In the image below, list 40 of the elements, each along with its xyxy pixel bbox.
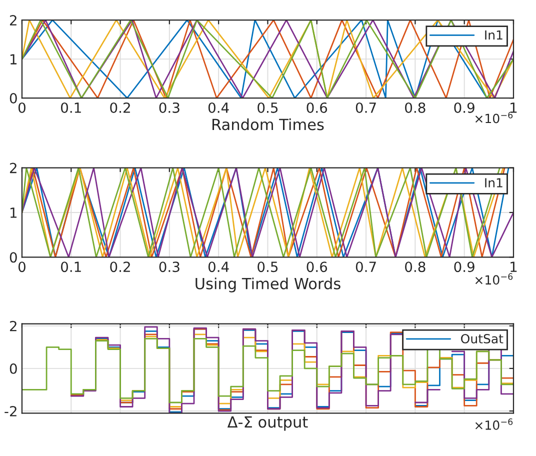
y-tick-label: -2: [4, 406, 16, 416]
legend-label: In1: [485, 178, 502, 188]
x-axis-title: Δ-Σ output: [227, 416, 308, 431]
x-tick-label: 0.3: [159, 102, 180, 113]
x-axis-title: Random Times: [212, 118, 324, 130]
x-tick-label: 0.3: [159, 262, 180, 272]
y-tick-label: 0: [10, 363, 17, 374]
x-tick-label: 0.9: [454, 262, 474, 272]
legend-label: In1: [485, 30, 502, 40]
x-tick-label: 0.5: [258, 262, 278, 272]
text: ×10$^{−6}$: [475, 273, 513, 285]
x-tick-label: 1: [510, 102, 517, 113]
y-tick-label: 0: [10, 93, 17, 104]
x-tick-label: 0.6: [306, 102, 328, 113]
y-tick-label: 1: [10, 54, 17, 64]
x-tick-label: 0.7: [356, 262, 376, 272]
y-tick-label: 0: [10, 252, 17, 263]
y-tick-label: 1: [10, 208, 17, 218]
x-tick-label: 0: [18, 102, 26, 113]
x-tick-label: 0.2: [110, 102, 130, 113]
x-tick-label: 0.8: [405, 102, 426, 113]
y-tick-label: 2: [10, 162, 16, 174]
x-tick-label: 0: [18, 262, 26, 272]
text: ×10$^{−6}$: [475, 112, 513, 124]
y-tick-label: 2: [10, 15, 16, 26]
x-tick-label: 0.6: [306, 262, 328, 272]
x-tick-label: 0.7: [356, 102, 376, 113]
text: ×10$^{−6}$: [475, 418, 513, 430]
x-axis-title: Using Timed Words: [196, 278, 340, 292]
x-tick-label: 0.4: [208, 102, 229, 113]
x-tick-label: 0.4: [208, 262, 229, 272]
legend-label: OutSat: [461, 334, 504, 344]
y-tick-label: 2: [10, 320, 16, 332]
x-tick-label: 1: [510, 262, 517, 272]
x-tick-label: 0.5: [258, 102, 278, 113]
x-tick-label: 0.1: [61, 102, 81, 113]
x-tick-label: 0.2: [110, 262, 130, 272]
x-tick-label: 0.9: [454, 102, 474, 113]
x-tick-label: 0.8: [405, 262, 426, 272]
x-tick-label: 0.1: [61, 262, 81, 272]
